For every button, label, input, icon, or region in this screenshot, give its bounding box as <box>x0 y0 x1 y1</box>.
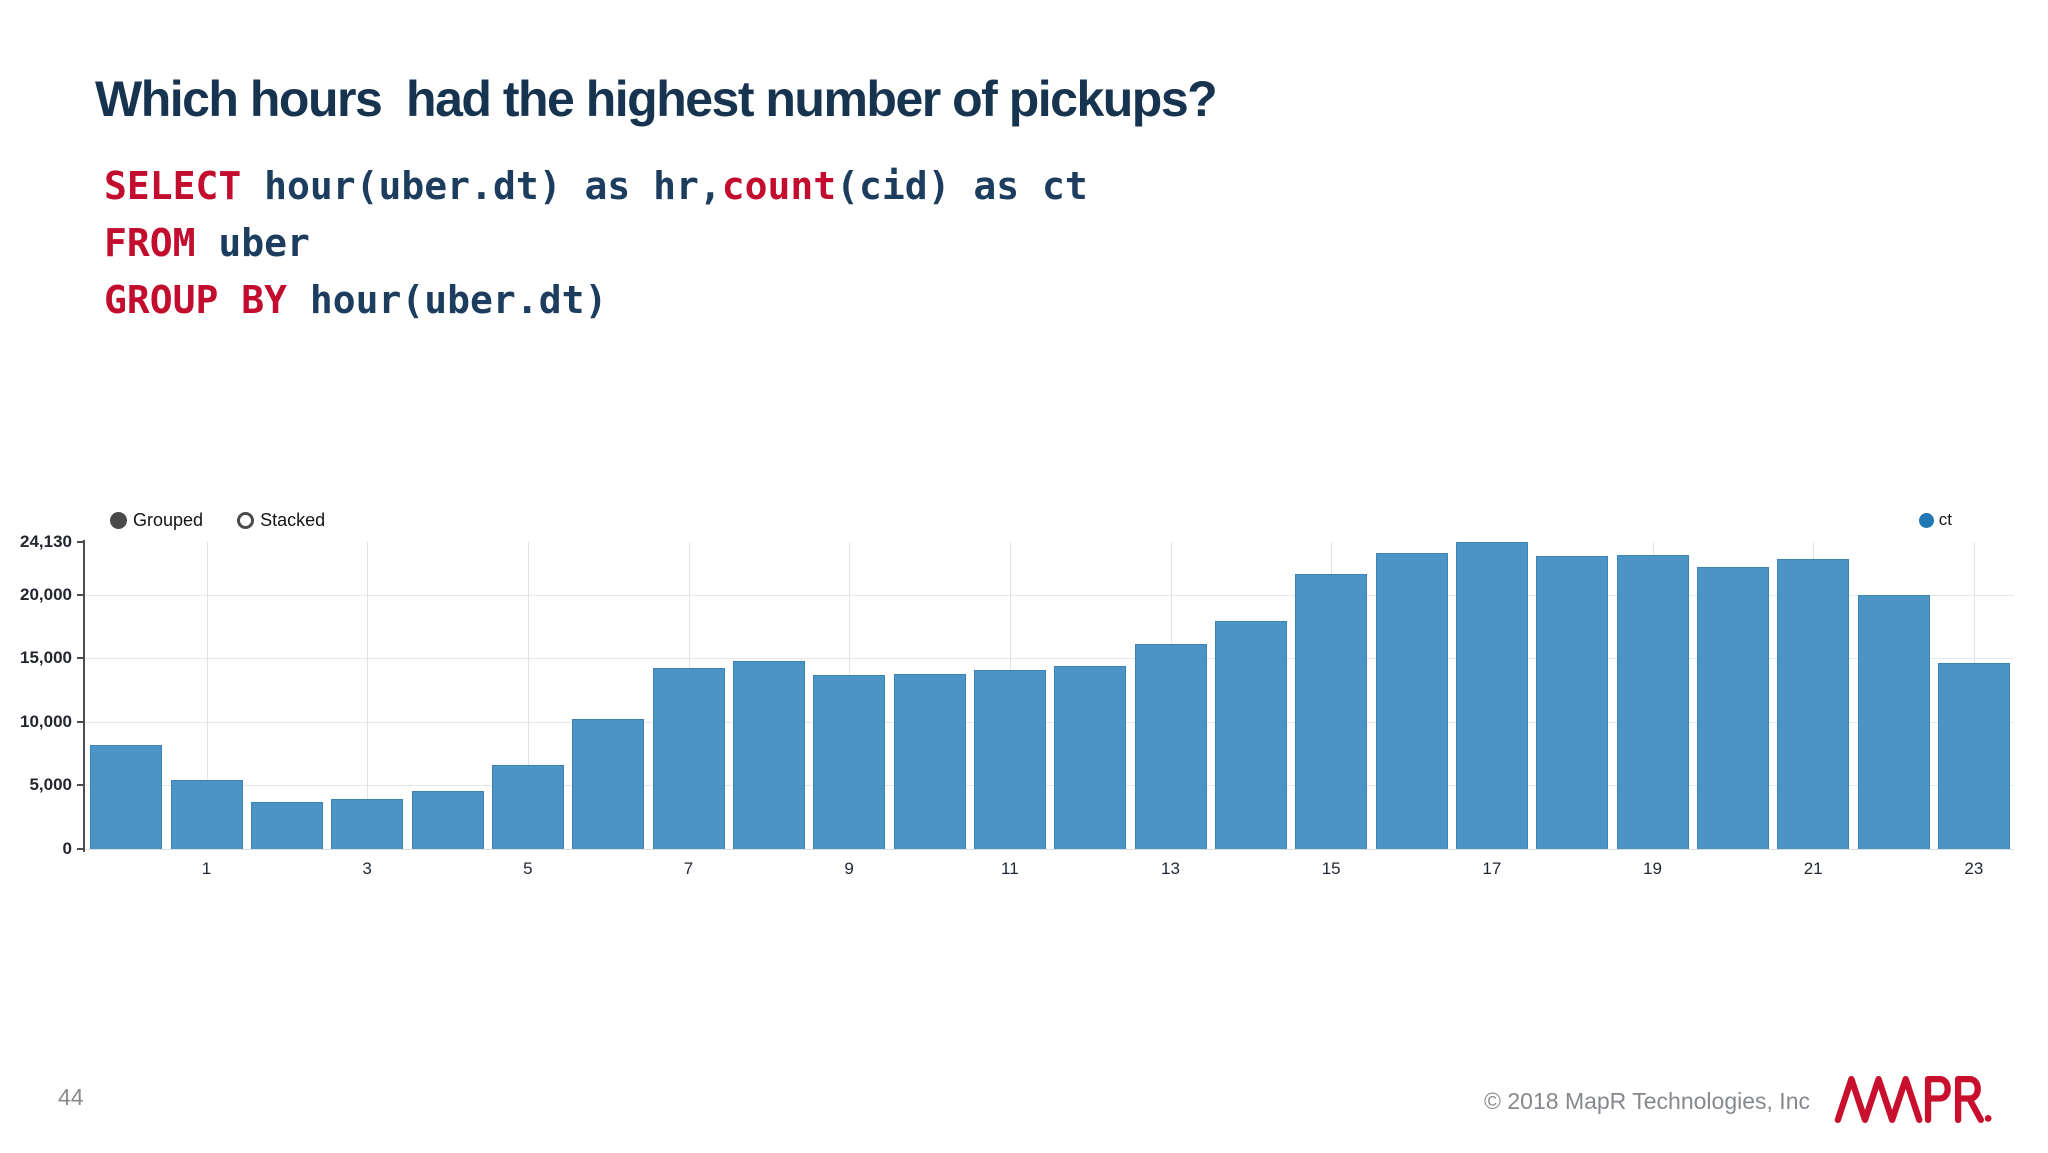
h-gridline <box>86 785 2014 787</box>
bar-hour-23[interactable] <box>1937 662 2010 849</box>
bar-hour-20[interactable] <box>1696 566 1769 849</box>
page-number: 44 <box>58 1084 84 1110</box>
radio-stacked[interactable]: Stacked <box>237 510 325 531</box>
sql-line: FROM uber <box>104 221 310 265</box>
bar-hour-19[interactable] <box>1616 555 1689 849</box>
bar-hour-10[interactable] <box>893 674 966 849</box>
bar-hour-4[interactable] <box>411 791 484 849</box>
y-tick-mark <box>77 784 83 787</box>
bar-hour-3[interactable] <box>331 799 404 849</box>
bar-hour-16[interactable] <box>1375 552 1448 849</box>
radio-unselected-icon <box>237 512 255 529</box>
h-gridline <box>86 658 2014 660</box>
v-gridline <box>206 542 208 849</box>
bar-hour-22[interactable] <box>1857 594 1930 849</box>
page-title: Which hours had the highest number of pi… <box>95 71 1218 127</box>
pickups-bar-chart: Grouped Stacked ct 24,130 20,000 15,000 10,… <box>0 500 2048 900</box>
radio-grouped-label: Grouped <box>133 510 204 530</box>
legend-label: ct <box>1938 510 1952 529</box>
y-tick-mark <box>77 657 83 660</box>
logo-r-leg <box>1966 1095 1985 1123</box>
y-tick-mark <box>77 720 83 723</box>
x-axis-label: 3 <box>362 859 372 878</box>
sql-line: GROUP BY hour(uber.dt) <box>104 278 608 322</box>
sql-code-block: SELECT hour(uber.dt) as hr,count(cid) as… <box>104 158 1088 329</box>
y-tick-mark <box>77 593 83 596</box>
y-tick-mark <box>77 848 83 850</box>
x-axis-label: 13 <box>1161 859 1180 878</box>
bar-hour-21[interactable] <box>1777 558 1850 849</box>
y-axis-label: 0 <box>62 839 72 858</box>
y-axis-label: 5,000 <box>29 775 72 795</box>
x-axis-label: 19 <box>1643 859 1662 878</box>
h-gridline <box>86 721 2014 723</box>
h-gridline <box>86 594 2014 596</box>
bar-hour-18[interactable] <box>1536 556 1609 849</box>
x-axis-label: 21 <box>1803 859 1823 878</box>
bar-hour-5[interactable] <box>491 765 564 849</box>
y-axis-label: 24,130 <box>20 532 72 551</box>
plot-area: 24,130 20,000 15,000 10,000 5,000 0 1 3 5 7 9 11 13 1… <box>20 532 2014 878</box>
copyright-text: © 2018 MapR Technologies, Inc <box>1484 1088 1810 1114</box>
bar-hour-8[interactable] <box>732 660 805 849</box>
logo-ma-zigzag <box>1834 1075 1923 1123</box>
chart-mode-controls: Grouped Stacked <box>110 510 325 531</box>
logo-period <box>1984 1115 1992 1122</box>
x-axis-label: 5 <box>523 859 533 878</box>
bar-hour-7[interactable] <box>652 668 725 849</box>
x-axis-label: 17 <box>1482 859 1502 878</box>
y-axis-line <box>83 540 85 852</box>
sql-line: SELECT hour(uber.dt) as hr,count(cid) as… <box>104 164 1088 208</box>
bar-hour-6[interactable] <box>572 719 645 849</box>
x-axis-label: 1 <box>201 859 212 878</box>
bar-hour-11[interactable] <box>973 670 1046 849</box>
y-axis-label: 15,000 <box>20 648 72 668</box>
logo-p <box>1924 1075 1951 1123</box>
bar-hour-2[interactable] <box>250 801 323 849</box>
legend-item-ct[interactable]: ct <box>1918 510 1952 530</box>
v-gridline <box>367 542 369 849</box>
bar-hour-14[interactable] <box>1214 621 1287 849</box>
y-axis-label: 20,000 <box>20 584 72 604</box>
mapr-logo <box>1834 1075 1992 1123</box>
x-axis-line <box>86 849 2014 850</box>
bar-hour-15[interactable] <box>1295 574 1368 849</box>
bar-hour-12[interactable] <box>1054 665 1127 849</box>
y-tick-mark <box>77 541 83 543</box>
bar-hour-13[interactable] <box>1134 644 1207 849</box>
v-gridline <box>527 542 529 849</box>
x-axis-label: 11 <box>1001 859 1019 878</box>
radio-grouped[interactable]: Grouped <box>110 510 203 531</box>
x-axis-label: 9 <box>844 859 854 878</box>
bar-hour-17[interactable] <box>1455 542 1528 849</box>
legend-dot-icon <box>1918 512 1934 528</box>
bar-hour-9[interactable] <box>813 674 886 849</box>
x-axis-label: 7 <box>683 859 694 878</box>
bar-hour-0[interactable] <box>90 744 163 849</box>
radio-selected-icon <box>110 512 127 529</box>
radio-stacked-label: Stacked <box>260 510 326 530</box>
x-axis-label: 15 <box>1321 859 1341 878</box>
y-axis-label: 10,000 <box>20 711 72 731</box>
x-axis-label: 23 <box>1964 859 1984 878</box>
bar-hour-1[interactable] <box>170 780 243 849</box>
